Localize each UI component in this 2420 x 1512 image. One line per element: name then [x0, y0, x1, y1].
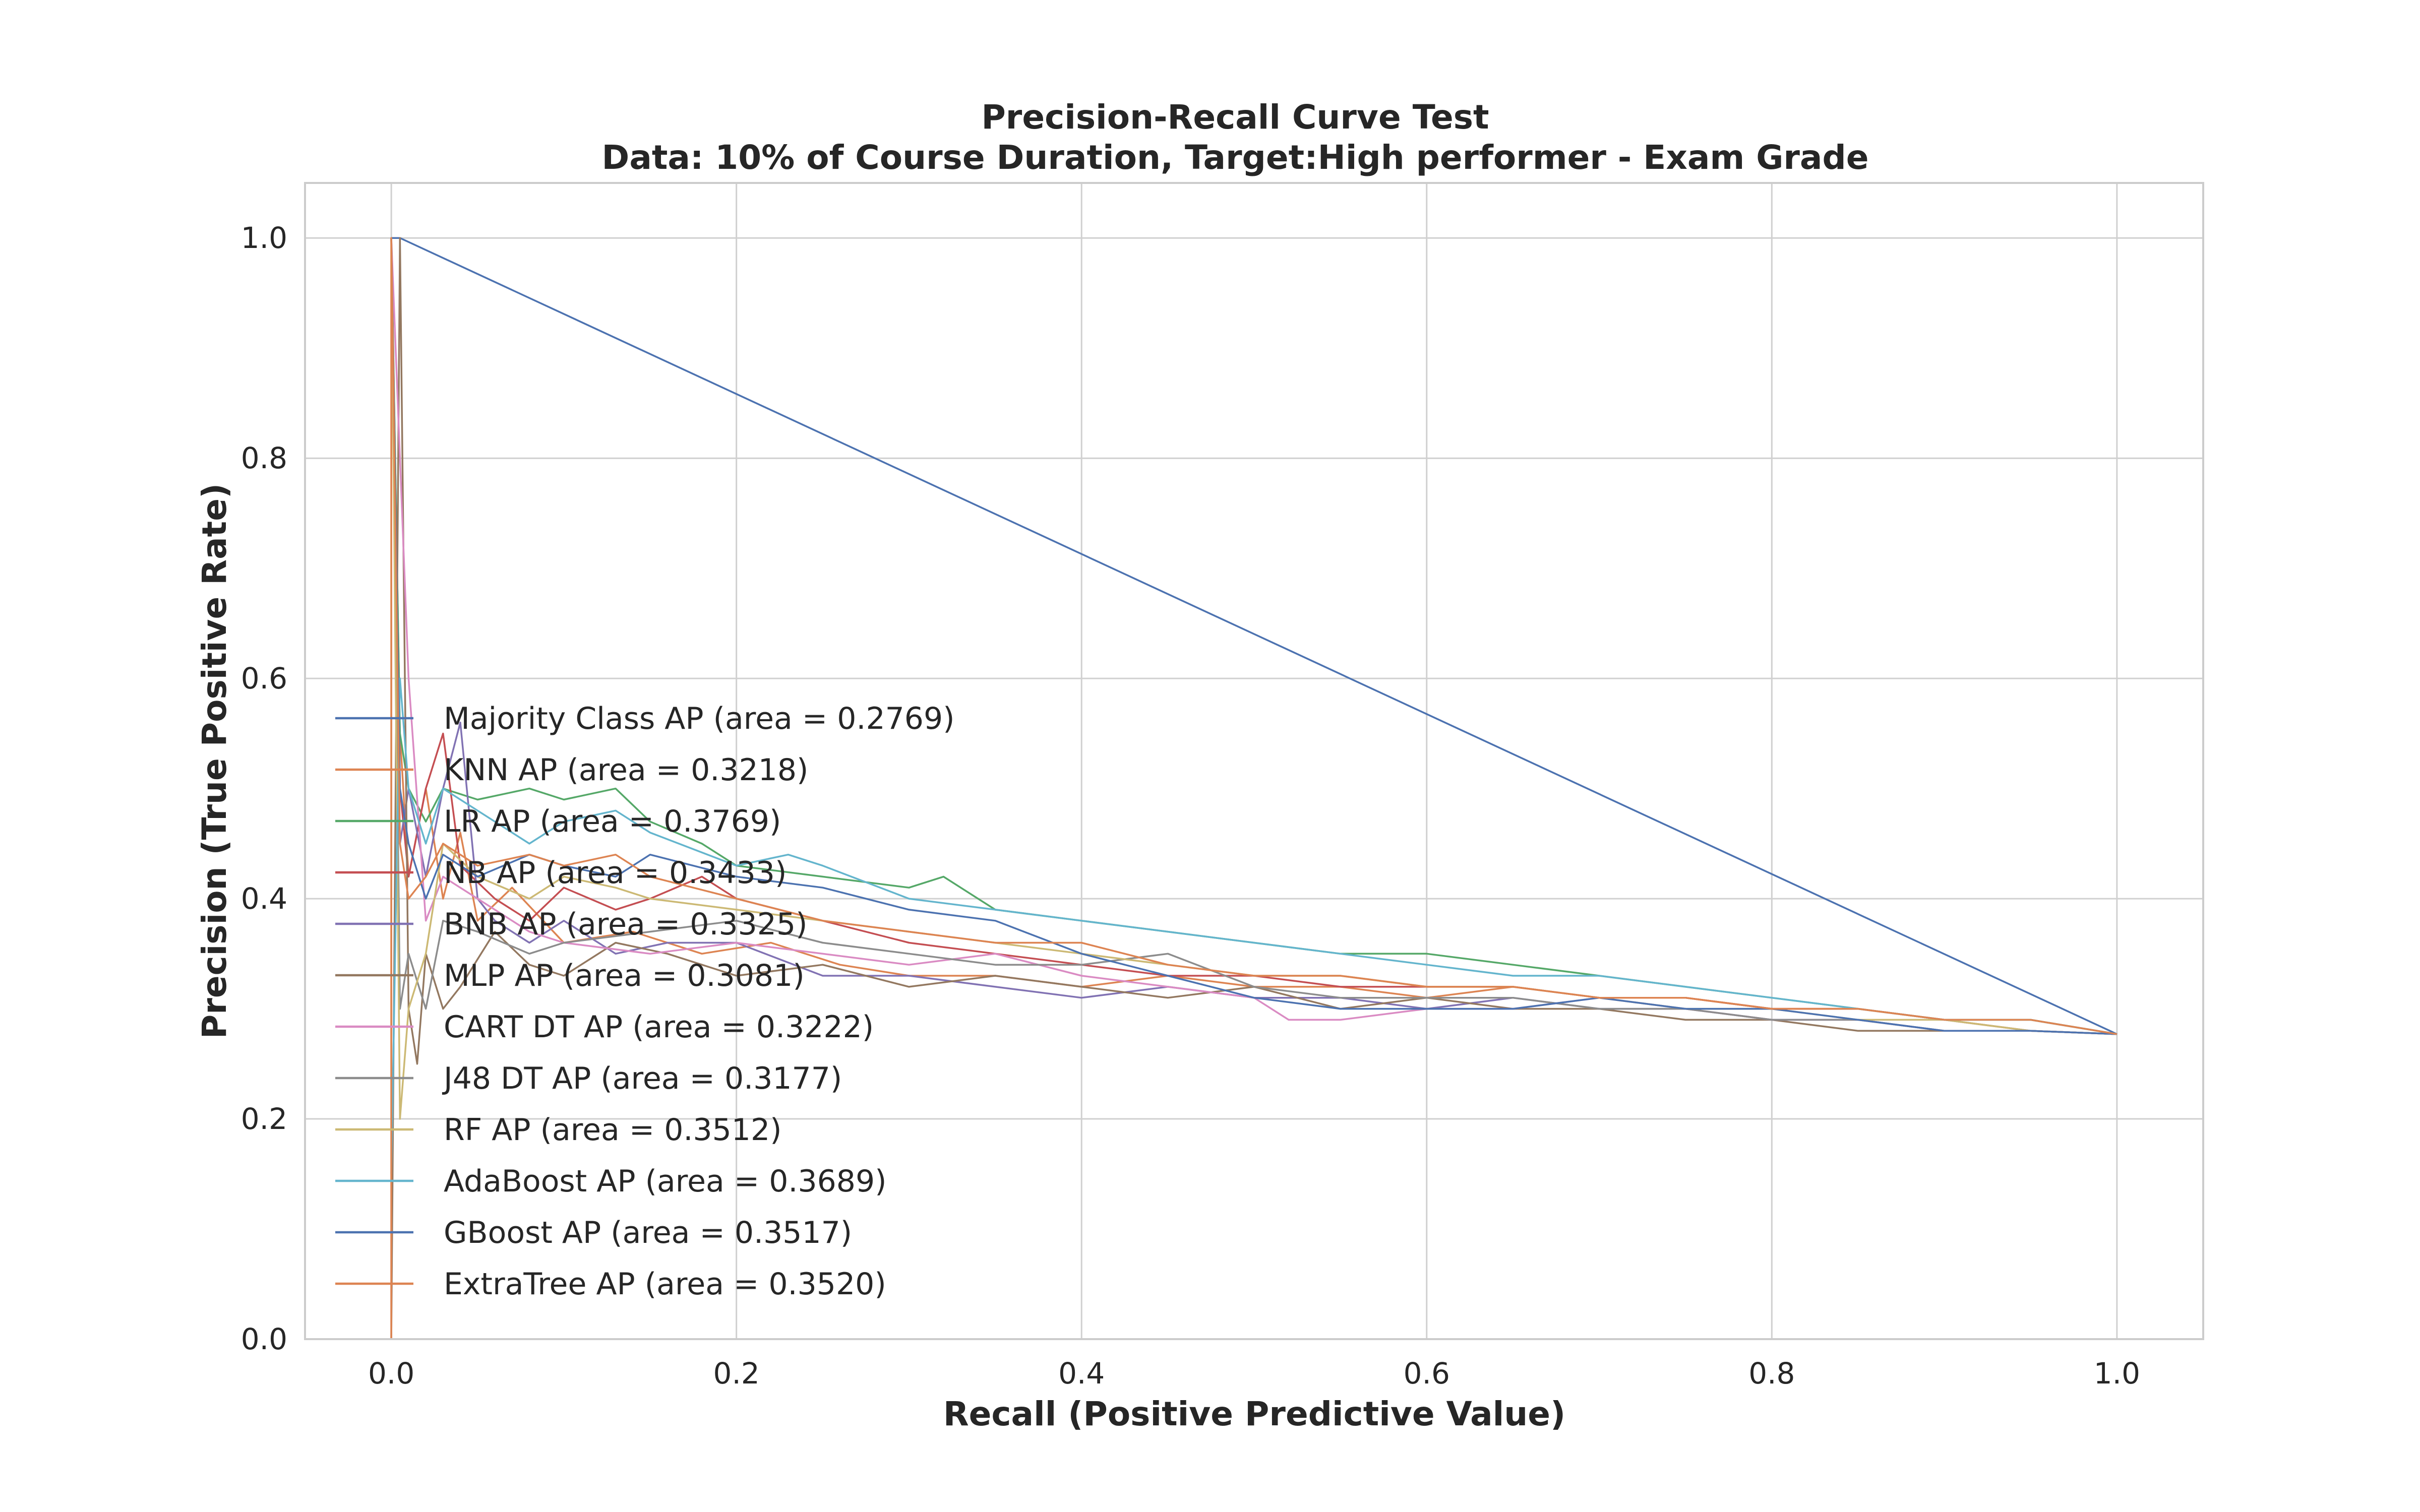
x-tick-label: 0.0 — [368, 1356, 414, 1391]
x-tick-label: 0.4 — [1058, 1356, 1105, 1391]
series-layer — [390, 237, 2118, 1340]
series-line-5 — [390, 237, 2117, 1340]
series-line-9 — [390, 677, 2118, 1174]
legend-label: ExtraTree AP (area = 0.3520) — [444, 1267, 886, 1302]
series-line-11 — [390, 237, 2118, 1339]
chart-title: Precision-Recall Curve Test — [981, 98, 1489, 137]
y-axis-label: Precision (True Positive Rate) — [195, 483, 234, 1039]
y-tick-label: 1.0 — [241, 221, 287, 255]
series-line-10 — [390, 238, 2117, 1035]
y-axis-ticks: 0.0 0.2 0.4 0.6 0.8 1.0 — [241, 221, 287, 1356]
y-tick-label: 0.6 — [241, 661, 287, 696]
legend: Majority Class AP (area = 0.2769) KNN AP … — [335, 701, 955, 1302]
legend-label: Majority Class AP (area = 0.2769) — [444, 701, 955, 736]
x-tick-label: 0.8 — [1748, 1356, 1795, 1391]
chart-subtitle: Data: 10% of Course Duration, Target:Hig… — [602, 138, 1869, 177]
legend-label: GBoost AP (area = 0.3517) — [444, 1215, 852, 1250]
x-axis-label: Recall (Positive Predictive Value) — [943, 1395, 1565, 1433]
y-tick-label: 0.0 — [241, 1322, 287, 1356]
series-line-7 — [390, 238, 2117, 1035]
legend-label: LR AP (area = 0.3769) — [444, 804, 781, 839]
legend-label: MLP AP (area = 0.3081) — [444, 958, 805, 993]
x-tick-label: 0.2 — [713, 1356, 760, 1391]
x-tick-label: 1.0 — [2094, 1356, 2140, 1391]
legend-label: CART DT AP (area = 0.3222) — [444, 1010, 874, 1045]
x-axis-ticks: 0.0 0.2 0.4 0.6 0.8 1.0 — [368, 1356, 2140, 1391]
x-tick-label: 0.6 — [1404, 1356, 1450, 1391]
legend-label: RF AP (area = 0.3512) — [444, 1112, 782, 1148]
y-tick-label: 0.2 — [241, 1102, 287, 1136]
legend-label: KNN AP (area = 0.3218) — [444, 752, 808, 788]
legend-label: AdaBoost AP (area = 0.3689) — [444, 1164, 887, 1199]
legend-label: NB AP (area = 0.3433) — [444, 855, 786, 891]
plot-frame — [304, 182, 2204, 1340]
legend-label: BNB AP (area = 0.3325) — [444, 907, 808, 942]
y-tick-label: 0.4 — [241, 881, 287, 916]
y-tick-label: 0.8 — [241, 441, 287, 475]
legend-label: J48 DT AP (area = 0.3177) — [442, 1061, 842, 1096]
